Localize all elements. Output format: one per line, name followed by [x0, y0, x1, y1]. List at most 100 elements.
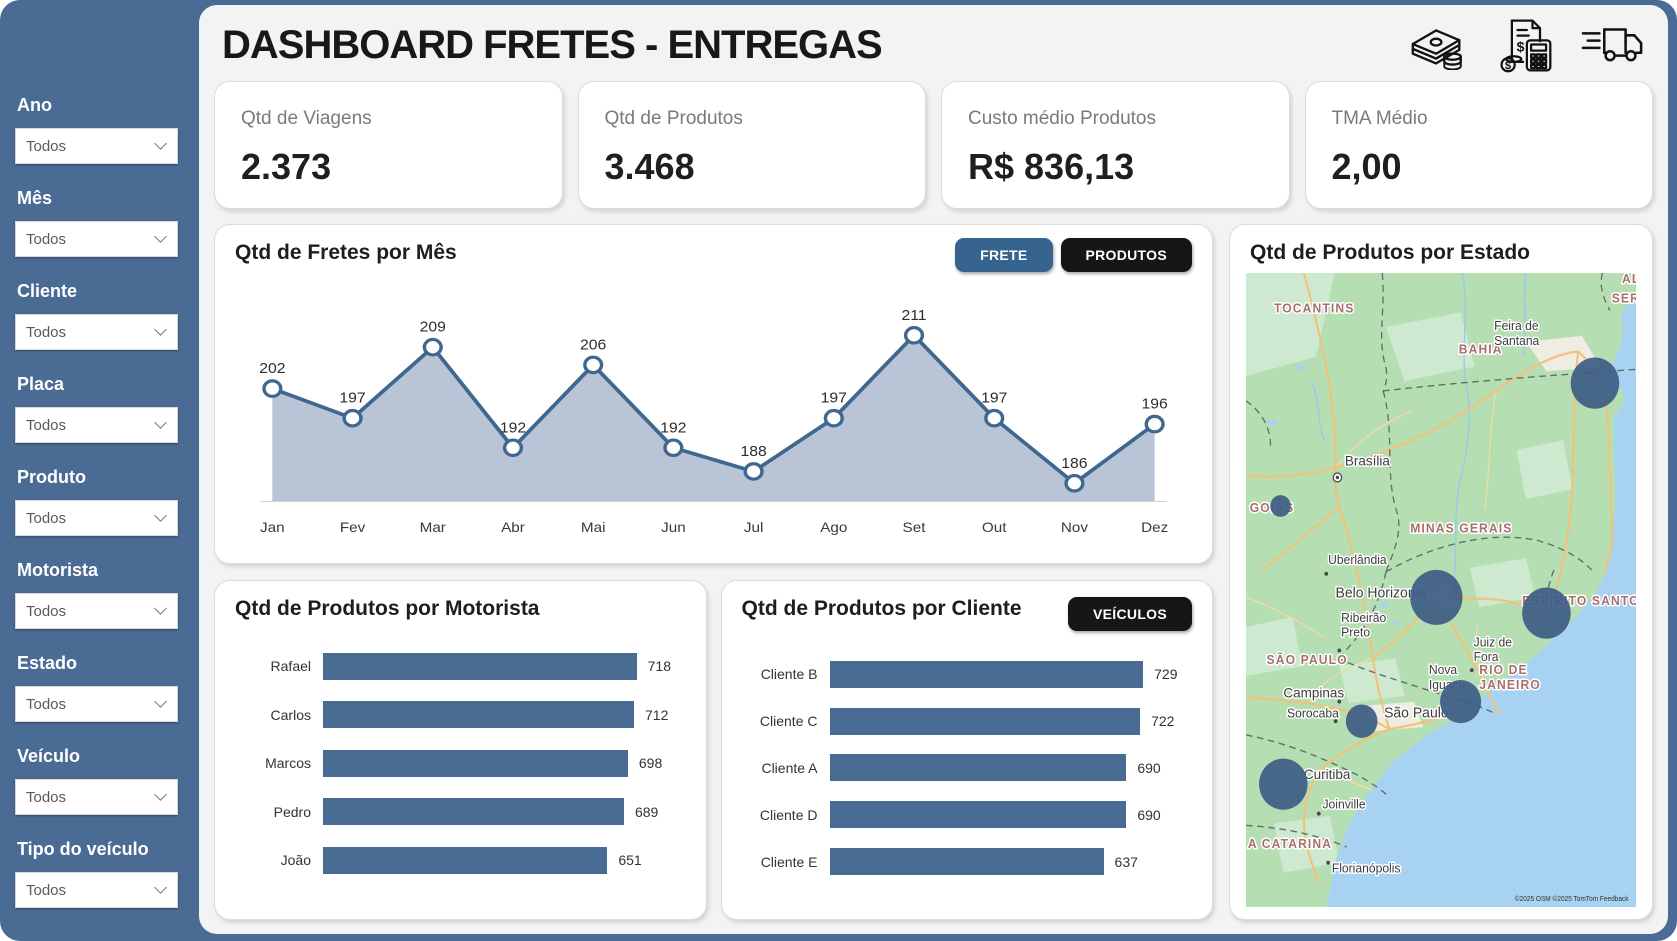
filter-group-placa: Placa Todos [15, 374, 178, 443]
motorista-bar-pedro[interactable] [323, 798, 624, 825]
month-tick-mai: Mai [581, 520, 606, 535]
cliente-label: Cliente D [759, 806, 818, 823]
data-point-jan[interactable] [262, 379, 283, 398]
cliente-bar-cliente-e[interactable] [829, 848, 1104, 876]
filter-label-cliente: Cliente [17, 281, 78, 301]
state-label-minas-gerais: MINAS GERAIS [1410, 521, 1512, 535]
cliente-value: 637 [1114, 853, 1138, 870]
filter-veiculo-select[interactable]: Todos [15, 779, 178, 815]
filter-mes-select[interactable]: Todos [15, 221, 178, 257]
map-bubble-goias[interactable] [1270, 495, 1291, 517]
data-label: 206 [580, 337, 606, 353]
data-point-out[interactable] [984, 408, 1005, 428]
produtos-por-cliente-panel: Qtd de Produtos por Cliente VEÍCULOS Cli… [720, 580, 1213, 920]
data-label: 202 [259, 361, 285, 377]
veiculos-button[interactable]: VEÍCULOS [1068, 597, 1192, 631]
map-bubble-minas-gerais[interactable] [1410, 569, 1463, 625]
city-dot [1326, 860, 1330, 865]
data-point-mai[interactable] [583, 355, 604, 375]
cliente-bar-cliente-b[interactable] [829, 660, 1144, 688]
motorista-track: 651 [323, 846, 684, 874]
motorista-value: 712 [645, 706, 669, 723]
data-point-set[interactable] [903, 326, 925, 345]
motorista-chart-title: Qtd de Produtos por Motorista [235, 597, 540, 620]
data-point-fev[interactable] [342, 408, 363, 428]
data-point-dez[interactable] [1144, 414, 1165, 434]
map-bubble-espirito-santo[interactable] [1522, 587, 1571, 639]
motorista-bar-rafael[interactable] [323, 652, 637, 680]
data-point-mar[interactable] [422, 337, 443, 357]
data-point-jun[interactable] [663, 438, 684, 458]
cliente-bar-cliente-d[interactable] [829, 801, 1127, 829]
month-tick-jan: Jan [260, 520, 285, 535]
filter-label-estado: Estado [17, 653, 78, 673]
map-lakes [1266, 364, 1400, 625]
capital-dot-inner [1335, 475, 1340, 480]
map-attribution[interactable]: ©2025 OSM ©2025 TomTom Feedback [1515, 895, 1629, 903]
filter-ano-select[interactable]: Todos [15, 128, 178, 164]
frete-toggle-button[interactable]: FRETE [955, 238, 1053, 272]
city-dot [1324, 571, 1329, 576]
filter-group-ano: Ano Todos [15, 95, 178, 164]
motorista-bar-carlos[interactable] [323, 701, 634, 728]
map-bubble-sao-paulo[interactable] [1345, 704, 1378, 738]
data-point-ago[interactable] [823, 408, 844, 428]
filter-placa-select[interactable]: Todos [15, 407, 178, 443]
main-panel: DASHBOARD FRETES - ENTREGAS $ [199, 5, 1668, 934]
map-bubble-bahia[interactable] [1570, 357, 1620, 409]
kpi-value: 2,00 [1331, 146, 1402, 187]
map-title: Qtd de Produtos por Estado [1250, 241, 1531, 264]
filter-motorista-select[interactable]: Todos [15, 593, 178, 629]
motorista-value: 718 [647, 658, 671, 674]
motorista-label: Carlos [270, 706, 311, 723]
data-point-jul[interactable] [743, 462, 764, 481]
city-label-sao-paulo: São Paulo [1384, 705, 1449, 721]
chart-toggles: FRETE PRODUTOS [955, 238, 1192, 272]
data-point-abr[interactable] [502, 438, 524, 458]
cliente-value: 729 [1154, 666, 1178, 683]
chevron-down-icon [154, 881, 167, 894]
map-bubble-parana[interactable] [1259, 758, 1308, 810]
produtos-toggle-button[interactable]: PRODUTOS [1060, 238, 1192, 272]
cliente-bar-cliente-a[interactable] [829, 754, 1127, 782]
motorista-track: 712 [323, 701, 684, 728]
state-label-a-catarina: A CATARINA [1248, 837, 1332, 851]
page-title: DASHBOARD FRETES - ENTREGAS [222, 22, 883, 67]
motorista-label: Pedro [273, 803, 311, 820]
filter-tipo-do-veiculo-select[interactable]: Todos [15, 872, 178, 908]
content-grid: Qtd de Fretes por Mês FRETE PRODUTOS 202… [214, 224, 1653, 920]
cliente-track: 729 [829, 660, 1191, 688]
kpi-value: 2.373 [241, 146, 332, 187]
chevron-down-icon [154, 788, 167, 801]
fretes-line-chart[interactable]: 202 Jan 197 Fev 209 Mar 192 Abr 206 Mai 192 Jun 188 J… [231, 274, 1196, 551]
filter-estado-select[interactable]: Todos [15, 686, 178, 722]
brazil-map[interactable]: TOCANTINSBAHIASERALGOIÁSMINAS GERAISESPÍ… [1246, 273, 1636, 907]
month-tick-nov: Nov [1061, 520, 1089, 535]
map-header: Qtd de Produtos por Estado [1246, 237, 1636, 267]
kpi-label: Qtd de Produtos [604, 108, 743, 129]
city-dot [1337, 699, 1342, 704]
city-label-curitiba: Curitiba [1304, 766, 1351, 782]
month-tick-dez: Dez [1141, 520, 1168, 535]
motorista-bar-marcos[interactable] [323, 749, 628, 777]
cliente-row-cliente-c: Cliente C 722 [738, 707, 1191, 735]
filter-cliente-value: Todos [26, 323, 67, 341]
map-ocean [1326, 290, 1636, 907]
bottom-row: Qtd de Produtos por Motorista Rafael 718 C… [214, 580, 1213, 920]
data-point-nov[interactable] [1064, 473, 1085, 493]
kpi-label: Custo médio Produtos [968, 108, 1156, 129]
motorista-bar-joao[interactable] [323, 846, 608, 874]
filter-label-ano: Ano [17, 95, 52, 115]
motorista-row-carlos: Carlos 712 [231, 701, 684, 728]
line-chart-title: Qtd de Fretes por Mês [235, 241, 457, 264]
cliente-bar-cliente-c[interactable] [829, 707, 1141, 735]
map-bubble-rio-de-janeiro[interactable] [1440, 679, 1482, 724]
motorista-row-rafael: Rafael 718 [231, 652, 684, 680]
filter-produto-select[interactable]: Todos [15, 500, 178, 536]
filter-cliente-select[interactable]: Todos [15, 314, 178, 350]
filter-mes-value: Todos [26, 230, 67, 248]
filter-label-mes: Mês [17, 188, 53, 208]
filter-group-mes: Mês Todos [15, 188, 178, 257]
motorista-label: João [280, 852, 311, 868]
header: DASHBOARD FRETES - ENTREGAS $ [214, 13, 1653, 77]
